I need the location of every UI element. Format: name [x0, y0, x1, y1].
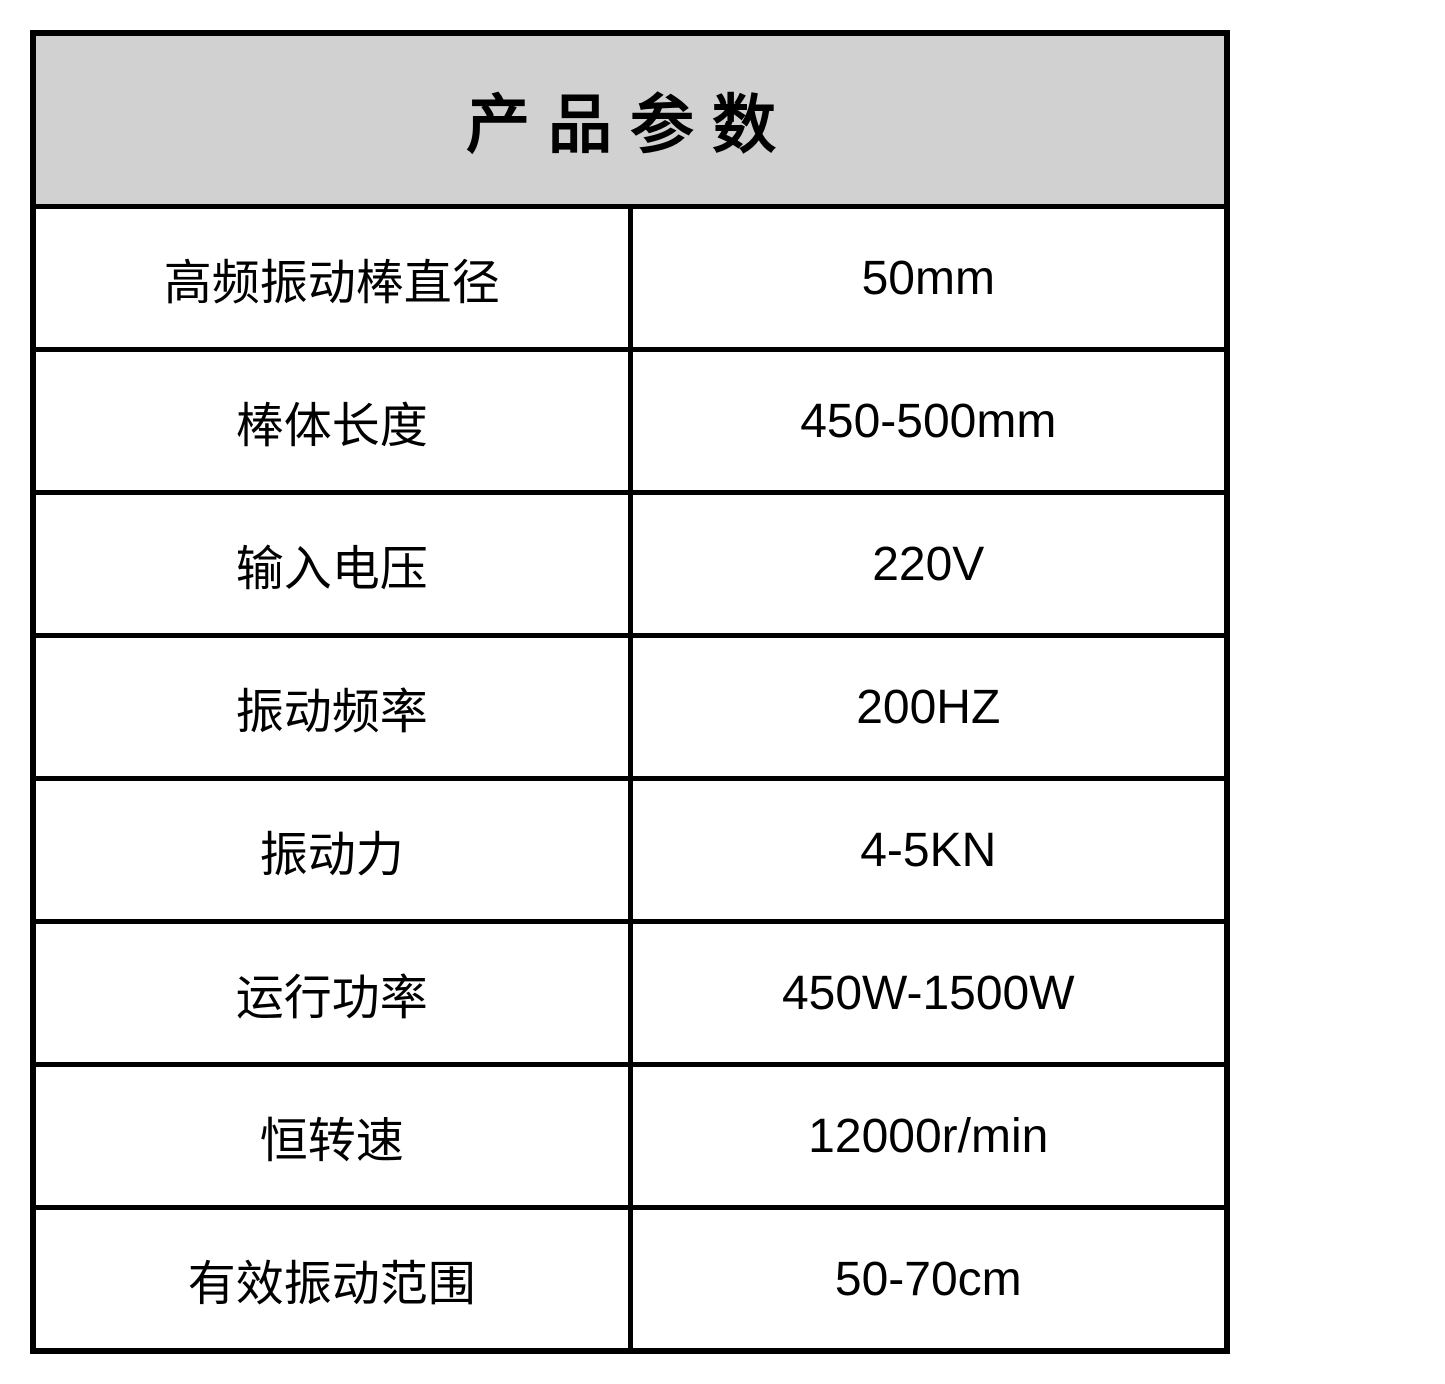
product-spec-table: 产品参数 高频振动棒直径 50mm 棒体长度 450-500mm 输入电压 22…: [30, 30, 1230, 1354]
spec-value: 50mm: [630, 207, 1227, 350]
spec-value: 4-5KN: [630, 779, 1227, 922]
table-header-row: 产品参数: [33, 33, 1227, 207]
table-row: 振动力 4-5KN: [33, 779, 1227, 922]
table-row: 高频振动棒直径 50mm: [33, 207, 1227, 350]
spec-value: 200HZ: [630, 636, 1227, 779]
spec-label: 运行功率: [33, 922, 630, 1065]
table-title: 产品参数: [33, 33, 1227, 207]
spec-label: 振动频率: [33, 636, 630, 779]
spec-label: 有效振动范围: [33, 1208, 630, 1352]
spec-value: 12000r/min: [630, 1065, 1227, 1208]
table-row: 恒转速 12000r/min: [33, 1065, 1227, 1208]
spec-label: 恒转速: [33, 1065, 630, 1208]
table-row: 输入电压 220V: [33, 493, 1227, 636]
table-row: 运行功率 450W-1500W: [33, 922, 1227, 1065]
spec-label: 输入电压: [33, 493, 630, 636]
spec-value: 450-500mm: [630, 350, 1227, 493]
spec-label: 棒体长度: [33, 350, 630, 493]
spec-label: 高频振动棒直径: [33, 207, 630, 350]
table-row: 有效振动范围 50-70cm: [33, 1208, 1227, 1352]
spec-value: 450W-1500W: [630, 922, 1227, 1065]
table-row: 振动频率 200HZ: [33, 636, 1227, 779]
spec-value: 220V: [630, 493, 1227, 636]
spec-label: 振动力: [33, 779, 630, 922]
table-row: 棒体长度 450-500mm: [33, 350, 1227, 493]
spec-value: 50-70cm: [630, 1208, 1227, 1352]
